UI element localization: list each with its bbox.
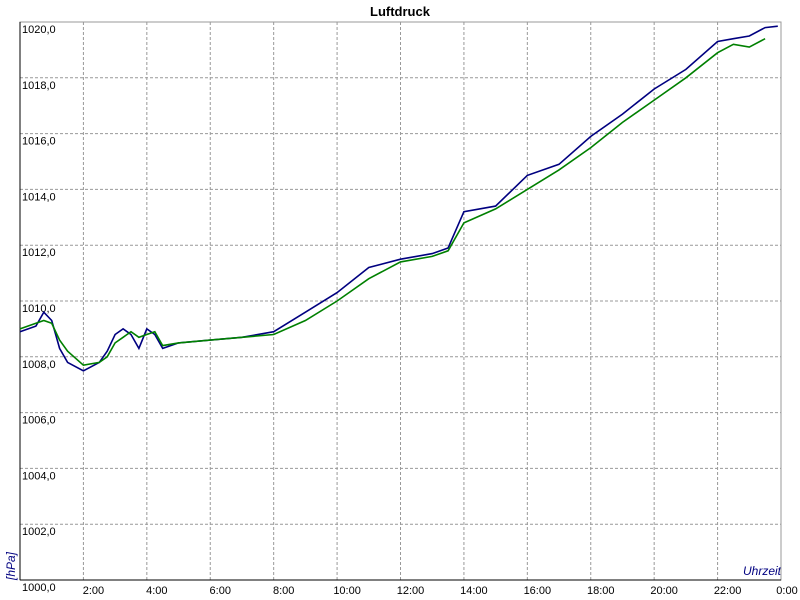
x-tick-label: 20:00 — [650, 585, 678, 597]
x-tick-label: 4:00 — [146, 585, 167, 597]
x-tick-label: 16:00 — [524, 585, 552, 597]
y-tick-label: 1006,0 — [22, 415, 56, 427]
x-tick-label: 22:00 — [714, 585, 742, 597]
y-tick-label: 1008,0 — [22, 359, 56, 371]
data-line — [19, 25, 778, 372]
x-tick-label: 0:00 — [776, 585, 797, 597]
y-tick-label: 1004,0 — [22, 470, 56, 482]
x-tick-label: 10:00 — [333, 585, 361, 597]
y-tick-label: 1020,0 — [22, 24, 56, 36]
y-tick-label: 1016,0 — [22, 136, 56, 148]
x-axis-label: Uhrzeit — [743, 564, 782, 578]
data-line — [19, 37, 766, 367]
x-tick-label: 12:00 — [397, 585, 425, 597]
y-axis-label: [hPa] — [4, 551, 18, 581]
x-tick-label: 6:00 — [210, 585, 231, 597]
y-tick-label: 1010,0 — [22, 303, 56, 315]
y-tick-label: 1018,0 — [22, 80, 56, 92]
x-tick-label: 18:00 — [587, 585, 615, 597]
y-tick-label: 1000,0 — [22, 582, 56, 594]
chart-title: Luftdruck — [370, 4, 431, 19]
x-tick-label: 8:00 — [273, 585, 294, 597]
y-tick-label: 1012,0 — [22, 247, 56, 259]
y-tick-label: 1002,0 — [22, 526, 56, 538]
y-tick-label: 1014,0 — [22, 191, 56, 203]
x-tick-label: 14:00 — [460, 585, 488, 597]
x-tick-label: 2:00 — [83, 585, 104, 597]
